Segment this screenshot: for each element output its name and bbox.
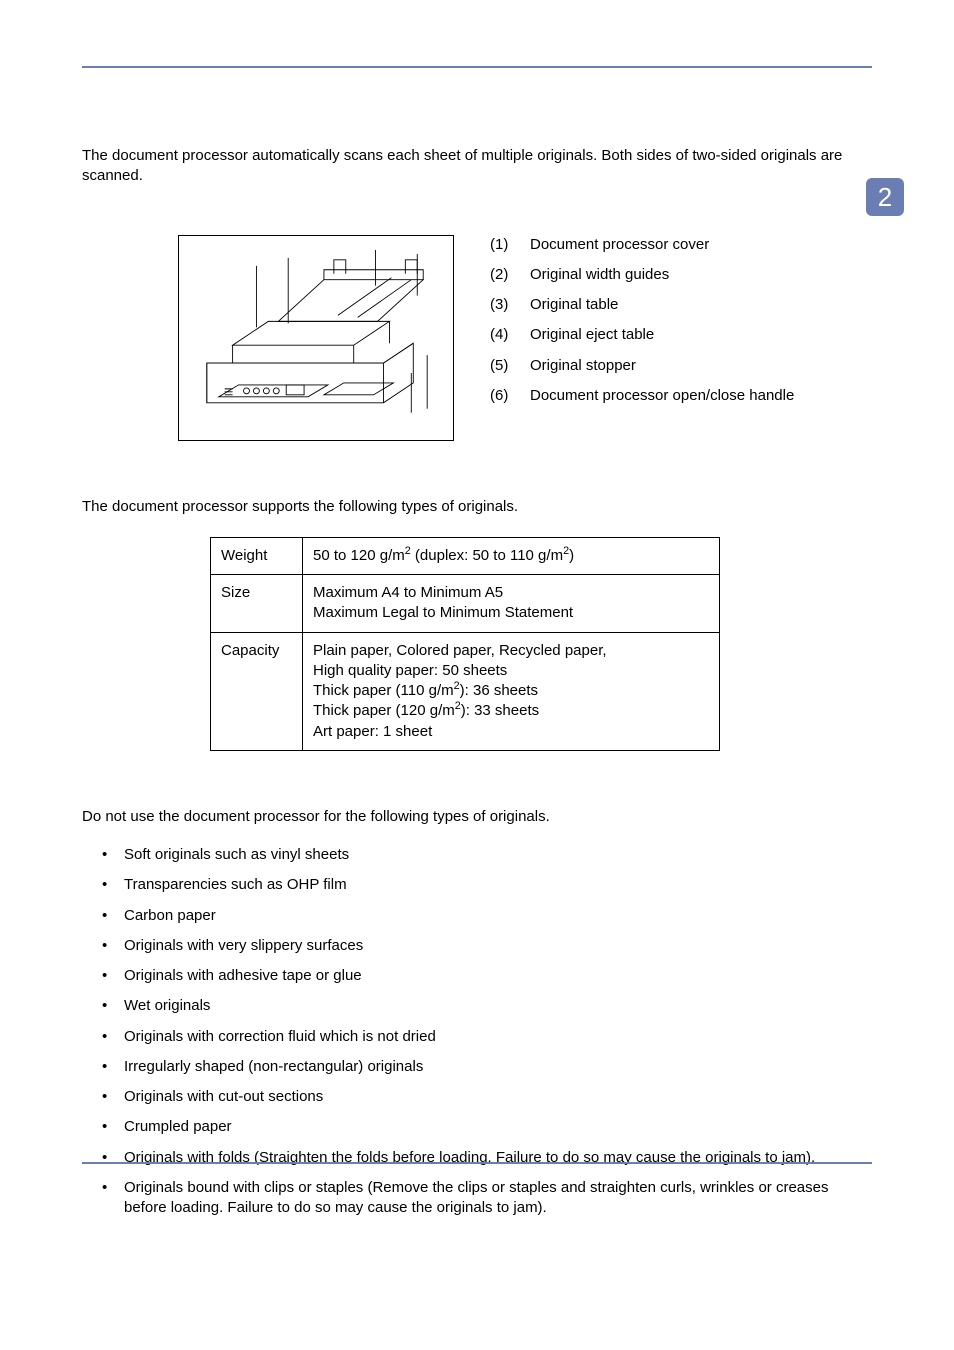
parts-list-item: (2) Original width guides	[490, 265, 794, 285]
parts-list: (1) Document processor cover (2) Origina…	[490, 235, 794, 417]
table-row: Size Maximum A4 to Minimum A5Maximum Leg…	[211, 575, 720, 633]
list-item: Originals with adhesive tape or glue	[96, 966, 872, 986]
bottom-divider	[82, 1162, 872, 1164]
list-item: Irregularly shaped (non-rectangular) ori…	[96, 1057, 872, 1077]
part-label: Original table	[530, 295, 618, 315]
list-item: Originals with cut-out sections	[96, 1087, 872, 1107]
part-label: Original stopper	[530, 356, 636, 376]
part-label: Document processor cover	[530, 235, 709, 255]
section-tab: 2	[866, 178, 904, 216]
parts-list-item: (4) Original eject table	[490, 325, 794, 345]
list-item: Transparencies such as OHP film	[96, 875, 872, 895]
part-number: (1)	[490, 235, 516, 255]
part-label: Original width guides	[530, 265, 669, 285]
spec-label: Capacity	[211, 632, 303, 750]
part-number: (2)	[490, 265, 516, 285]
diagram-row: (1) Document processor cover (2) Origina…	[82, 235, 872, 441]
page: 2 The document processor automatically s…	[0, 0, 954, 1350]
top-divider	[82, 66, 872, 68]
parts-list-item: (5) Original stopper	[490, 356, 794, 376]
list-item: Originals bound with clips or staples (R…	[96, 1178, 872, 1219]
spec-value: Plain paper, Colored paper, Recycled pap…	[303, 632, 720, 750]
intro-text: The document processor automatically sca…	[82, 146, 872, 187]
part-number: (3)	[490, 295, 516, 315]
part-label: Document processor open/close handle	[530, 386, 794, 406]
spec-value: Maximum A4 to Minimum A5Maximum Legal to…	[303, 575, 720, 633]
unsupported-intro: Do not use the document processor for th…	[82, 807, 872, 827]
list-item: Originals with folds (Straighten the fol…	[96, 1148, 872, 1168]
table-row: Capacity Plain paper, Colored paper, Rec…	[211, 632, 720, 750]
parts-list-item: (6) Document processor open/close handle	[490, 386, 794, 406]
part-number: (4)	[490, 325, 516, 345]
printer-line-art-icon	[179, 236, 453, 441]
part-number: (6)	[490, 386, 516, 406]
list-item: Carbon paper	[96, 906, 872, 926]
table-row: Weight 50 to 120 g/m2 (duplex: 50 to 110…	[211, 537, 720, 574]
spec-value: 50 to 120 g/m2 (duplex: 50 to 110 g/m2)	[303, 537, 720, 574]
list-item: Originals with very slippery surfaces	[96, 936, 872, 956]
printer-diagram	[178, 235, 454, 441]
list-item: Wet originals	[96, 996, 872, 1016]
part-number: (5)	[490, 356, 516, 376]
list-item: Soft originals such as vinyl sheets	[96, 845, 872, 865]
spec-label: Size	[211, 575, 303, 633]
spec-intro: The document processor supports the foll…	[82, 497, 872, 517]
spec-label: Weight	[211, 537, 303, 574]
parts-list-item: (1) Document processor cover	[490, 235, 794, 255]
part-label: Original eject table	[530, 325, 654, 345]
spec-table: Weight 50 to 120 g/m2 (duplex: 50 to 110…	[210, 537, 720, 751]
parts-list-item: (3) Original table	[490, 295, 794, 315]
list-item: Crumpled paper	[96, 1117, 872, 1137]
list-item: Originals with correction fluid which is…	[96, 1027, 872, 1047]
